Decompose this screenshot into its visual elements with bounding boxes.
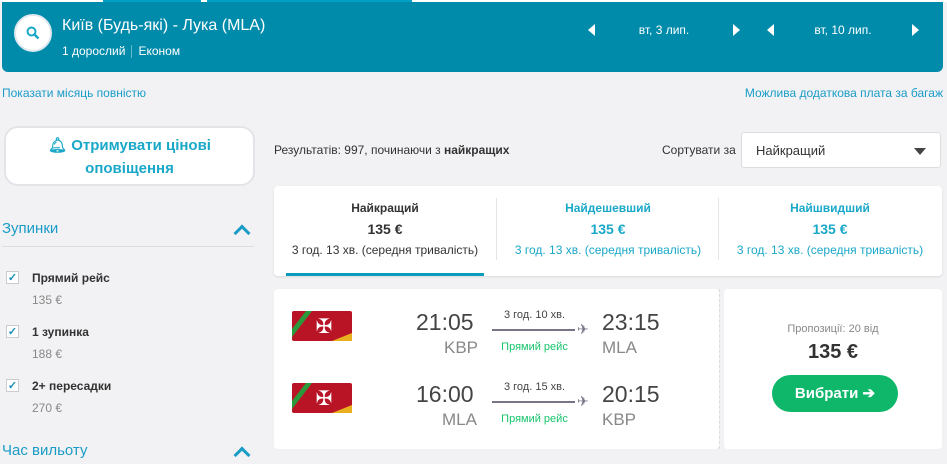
next-depart-icon[interactable] [733, 24, 740, 36]
search-header: Київ (Будь-які) - Лука (MLA) 1 дорослий Е… [2, 2, 943, 72]
chevron-up-icon[interactable] [233, 446, 251, 464]
show-month-link[interactable]: Показати місяць повністю [2, 86, 147, 100]
filter-price: 188 € [32, 347, 63, 361]
air-malta-logo: ✠ [292, 311, 352, 341]
return-date-control[interactable]: вт, 10 лип. [767, 23, 919, 37]
tab-cheapest[interactable]: Найдешевший 135 €3 год. 13 хв. (середня т… [514, 201, 702, 257]
chevron-up-icon[interactable] [233, 224, 251, 242]
svg-text:✠: ✠ [316, 316, 333, 338]
sort-tabs: Найкращий 135 €3 год. 13 хв. (середня три… [274, 186, 942, 276]
prev-depart-icon[interactable] [588, 24, 595, 36]
sort-value: Найкращий [756, 143, 826, 158]
price-alert-button[interactable]: 🔔︎ Отримувати цінові оповіщення [4, 126, 255, 186]
departure-time: 21:05 [416, 309, 474, 335]
price-alert-label: Отримувати цінові оповіщення [71, 137, 211, 177]
tab-best[interactable]: Найкращий 135 €3 год. 13 хв. (середня три… [274, 186, 496, 276]
sort-label: Сортувати за [662, 143, 736, 157]
air-malta-logo: ✠ [292, 383, 352, 413]
filter-price: 135 € [32, 293, 63, 307]
return-date[interactable]: вт, 10 лип. [814, 23, 872, 37]
route-title[interactable]: Київ (Будь-які) - Лука (MLA) [62, 17, 266, 34]
next-return-icon[interactable] [912, 24, 919, 36]
checkbox-checked[interactable]: ✓ [6, 379, 19, 392]
caret-down-icon [914, 148, 926, 155]
divider [719, 289, 724, 449]
arrival-airport: KBP [602, 410, 637, 429]
stops-title[interactable]: Зупинки [2, 220, 59, 237]
passengers: 1 дорослий [62, 44, 126, 58]
filter-label: 2+ пересадки [32, 379, 112, 393]
trip-details[interactable]: 1 дорослий Економ [62, 44, 181, 59]
bell-icon: 🔔︎ [48, 137, 68, 154]
cabin-class: Економ [138, 44, 181, 58]
checkbox-checked[interactable]: ✓ [6, 325, 19, 338]
direct-label: Прямий рейс [501, 341, 568, 353]
arrival-time: 20:15 [602, 381, 660, 407]
prev-return-icon[interactable] [767, 24, 774, 36]
direct-label: Прямий рейс [501, 413, 568, 425]
duration: 3 год. 10 хв. [503, 309, 566, 321]
search-icon [26, 26, 40, 40]
plane-icon: ✈ [577, 321, 589, 337]
arrival-time: 23:15 [602, 309, 660, 335]
departure-airport: KBP [444, 338, 479, 357]
filter-price: 270 € [32, 401, 63, 415]
tab-fastest[interactable]: Найшвидший 135 €3 год. 13 хв. (середня тр… [736, 201, 924, 257]
divider [2, 246, 254, 247]
flight-price: 135 € [807, 341, 859, 363]
flight-card[interactable]: ✠ 21:05 KBP 3 год. 10 хв. ✈ Прямий рейс … [274, 289, 719, 449]
search-button[interactable] [14, 14, 52, 52]
depart-date[interactable]: вт, 3 лип. [638, 23, 690, 37]
arrival-airport: MLA [602, 338, 637, 357]
baggage-link[interactable]: Можлива додаткова плата за багаж [744, 86, 943, 100]
filter-label: Прямий рейс [32, 271, 110, 285]
sort-select[interactable]: Найкращий [741, 132, 941, 168]
duration: 3 год. 15 хв. [503, 381, 566, 393]
select-button[interactable]: Вибрати ➔ [772, 375, 898, 412]
offers-count: Пропозиції: 20 від [787, 323, 879, 335]
departure-airport: MLA [442, 410, 477, 429]
checkbox-checked[interactable]: ✓ [6, 271, 19, 284]
top-strip [0, 0, 947, 2]
depart-date-control[interactable]: вт, 3 лип. [588, 23, 740, 37]
results-count: Результатів: 997, починаючи з найкращих [274, 143, 510, 157]
price-panel: Пропозиції: 20 від 135 € Вибрати ➔ [724, 289, 942, 449]
departure-time-title[interactable]: Час вильоту [2, 442, 88, 459]
filter-label: 1 зупинка [32, 325, 89, 339]
departure-time: 16:00 [416, 381, 474, 407]
svg-text:✠: ✠ [316, 388, 333, 410]
plane-icon: ✈ [577, 393, 589, 409]
